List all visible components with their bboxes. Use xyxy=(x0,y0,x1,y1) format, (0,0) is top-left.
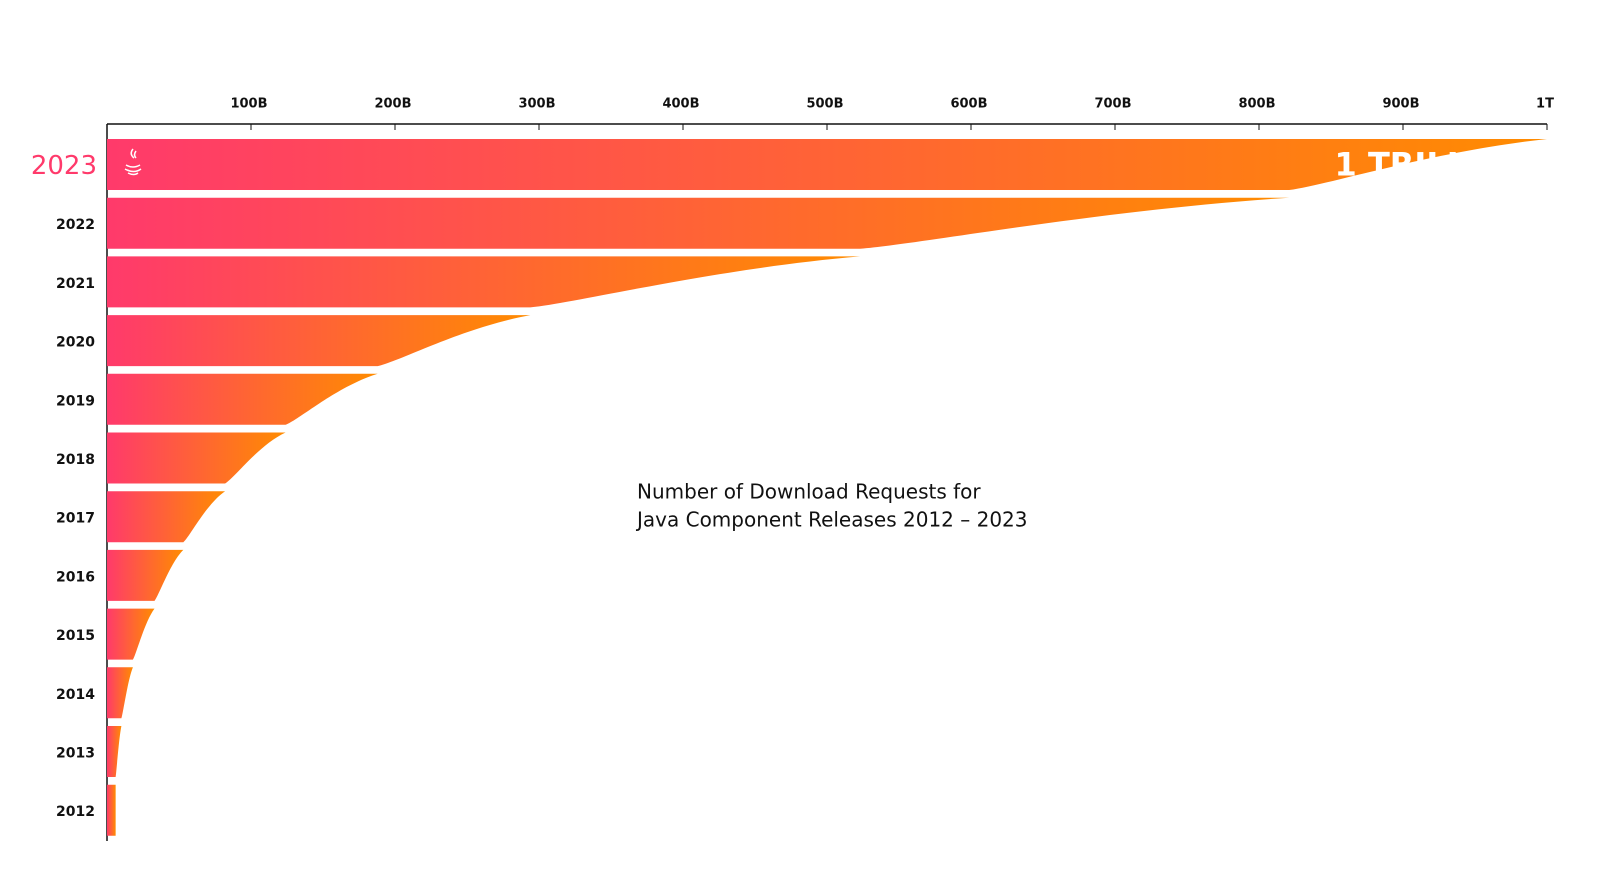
y-tick-label: 2013 xyxy=(56,746,95,762)
bar xyxy=(107,667,133,719)
value-label: 1 TRILLION xyxy=(1335,146,1533,184)
y-tick-label: 2015 xyxy=(56,628,95,644)
y-tick-label: 2021 xyxy=(56,276,95,292)
x-tick-label: 1T xyxy=(1536,97,1554,112)
bar xyxy=(107,549,184,601)
x-tick-label: 700B xyxy=(1094,97,1131,112)
x-tick-label: 400B xyxy=(662,97,699,112)
x-tick-label: 800B xyxy=(1238,97,1275,112)
y-tick-label: 2014 xyxy=(56,687,95,703)
x-tick-label: 900B xyxy=(1382,97,1419,112)
bar xyxy=(107,784,116,836)
bar xyxy=(107,256,861,308)
y-tick-label: 2012 xyxy=(56,804,95,820)
java-icon xyxy=(124,148,142,176)
bar xyxy=(107,315,531,367)
y-tick-label: 2017 xyxy=(56,511,95,527)
chart-title: Java Component Releases 2012 – 2023 xyxy=(635,508,1028,532)
y-tick-label: 2020 xyxy=(56,335,95,351)
x-tick-label: 600B xyxy=(950,97,987,112)
bar xyxy=(107,139,1547,190)
bar xyxy=(107,608,155,660)
y-tick-label: 2018 xyxy=(56,452,95,468)
bar xyxy=(107,373,378,425)
y-tick-label: 2016 xyxy=(56,569,95,585)
x-tick-label: 200B xyxy=(374,97,411,112)
bar xyxy=(107,491,226,543)
y-tick-label: 2022 xyxy=(56,217,95,233)
bar xyxy=(107,432,286,484)
y-tick-label: 2019 xyxy=(56,393,95,409)
x-tick-label: 300B xyxy=(518,97,555,112)
y-tick-label: 2023 xyxy=(31,151,97,181)
x-tick-label: 100B xyxy=(230,97,267,112)
bar xyxy=(107,726,122,777)
bar xyxy=(107,197,1290,249)
x-tick-label: 500B xyxy=(806,97,843,112)
chart-title: Number of Download Requests for xyxy=(637,480,981,504)
